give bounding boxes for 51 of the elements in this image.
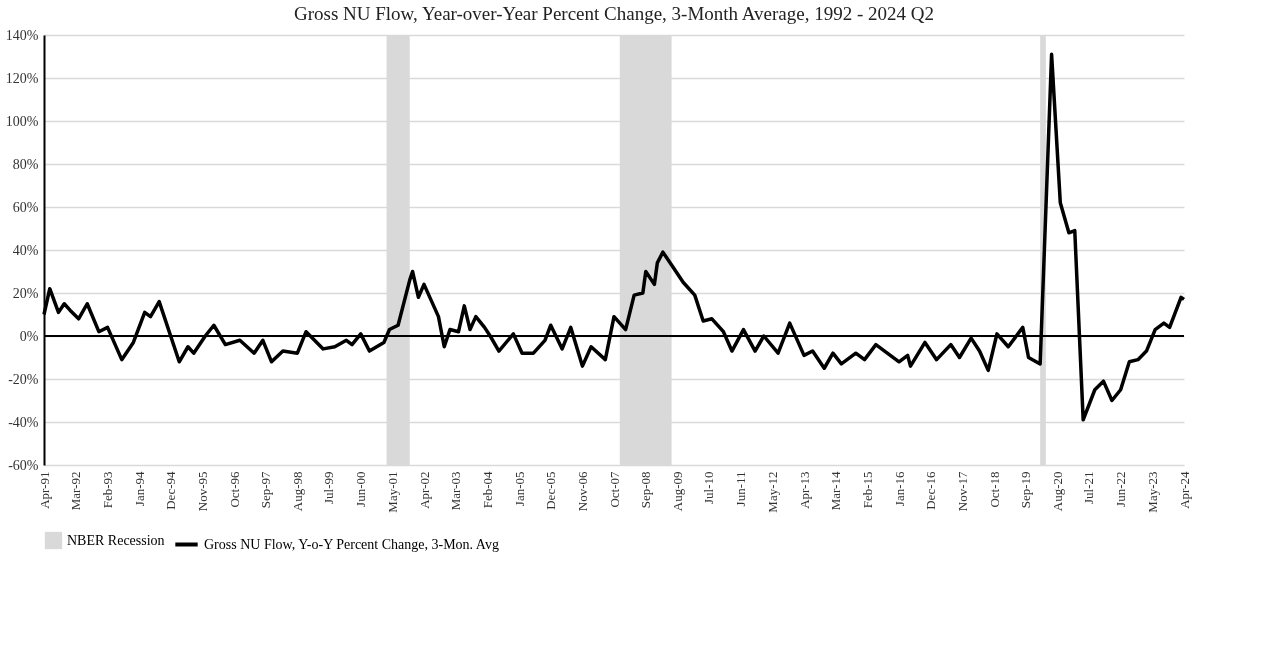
- y-tick-label: 60%: [12, 199, 39, 215]
- x-tick-label: Jun-00: [353, 471, 369, 507]
- x-tick-label: Aug-20: [1049, 471, 1065, 512]
- x-tick-label: Nov-95: [194, 471, 210, 512]
- x-tick-label: Jan-05: [511, 471, 527, 507]
- x-tick-label: Oct-18: [986, 471, 1002, 508]
- x-tick-label: Feb-93: [100, 471, 116, 509]
- y-tick-label: 120%: [5, 70, 39, 86]
- x-tick-label: Aug-98: [289, 471, 305, 512]
- legend-label: NBER Recession: [67, 532, 165, 548]
- x-tick-label: Jul-21: [1081, 471, 1097, 504]
- x-tick-label: Aug-09: [669, 471, 685, 512]
- x-tick-label: Jul-10: [701, 471, 717, 504]
- x-tick-label: Apr-13: [796, 471, 812, 509]
- y-tick-label: 100%: [5, 113, 39, 129]
- x-tick-label: Dec-05: [543, 471, 559, 510]
- x-tick-label: Feb-04: [479, 471, 495, 509]
- x-tick-label: Dec-94: [163, 471, 179, 510]
- x-tick-label: Jan-94: [131, 471, 147, 507]
- x-tick-label: Jul-99: [321, 471, 337, 504]
- y-tick-label: 0%: [19, 328, 39, 344]
- x-tick-label: May-23: [1144, 471, 1160, 513]
- x-tick-label: Oct-07: [606, 471, 622, 508]
- x-tick-label: Sep-19: [1018, 471, 1034, 509]
- y-tick-label: 80%: [12, 156, 39, 172]
- x-tick-label: May-12: [764, 471, 780, 513]
- y-tick-label: -60%: [8, 457, 39, 473]
- x-tick-label: Apr-24: [1176, 471, 1192, 509]
- x-tick-label: Apr-02: [416, 471, 432, 509]
- x-tick-label: Oct-96: [226, 471, 242, 508]
- x-tick-label: Jan-16: [891, 471, 907, 507]
- x-tick-label: Apr-91: [36, 471, 52, 509]
- y-tick-label: 140%: [5, 27, 39, 43]
- x-tick-label: May-01: [384, 471, 400, 513]
- x-tick-label: Mar-14: [828, 471, 844, 511]
- chart-title: Gross NU Flow, Year-over-Year Percent Change, 3-Month Average, 1992 - 2024 Q2: [293, 3, 935, 24]
- x-tick-label: Mar-03: [448, 471, 464, 511]
- y-tick-label: -40%: [8, 414, 39, 430]
- x-tick-label: Feb-15: [859, 471, 875, 509]
- x-tick-label: Jun-11: [733, 471, 749, 507]
- y-tick-label: -20%: [8, 371, 39, 387]
- x-tick-label: Mar-92: [68, 471, 84, 511]
- x-tick-label: Dec-16: [923, 471, 939, 510]
- x-tick-label: Sep-97: [258, 471, 274, 509]
- legend-label: Gross NU Flow, Y-o-Y Percent Change, 3-Mon. Avg: [204, 536, 499, 552]
- x-tick-label: Nov-17: [954, 471, 970, 512]
- x-tick-label: Jun-22: [1113, 471, 1129, 507]
- y-tick-label: 40%: [12, 242, 39, 258]
- x-tick-label: Sep-08: [638, 471, 654, 509]
- x-tick-label: Nov-06: [574, 471, 590, 512]
- y-tick-label: 20%: [12, 285, 39, 301]
